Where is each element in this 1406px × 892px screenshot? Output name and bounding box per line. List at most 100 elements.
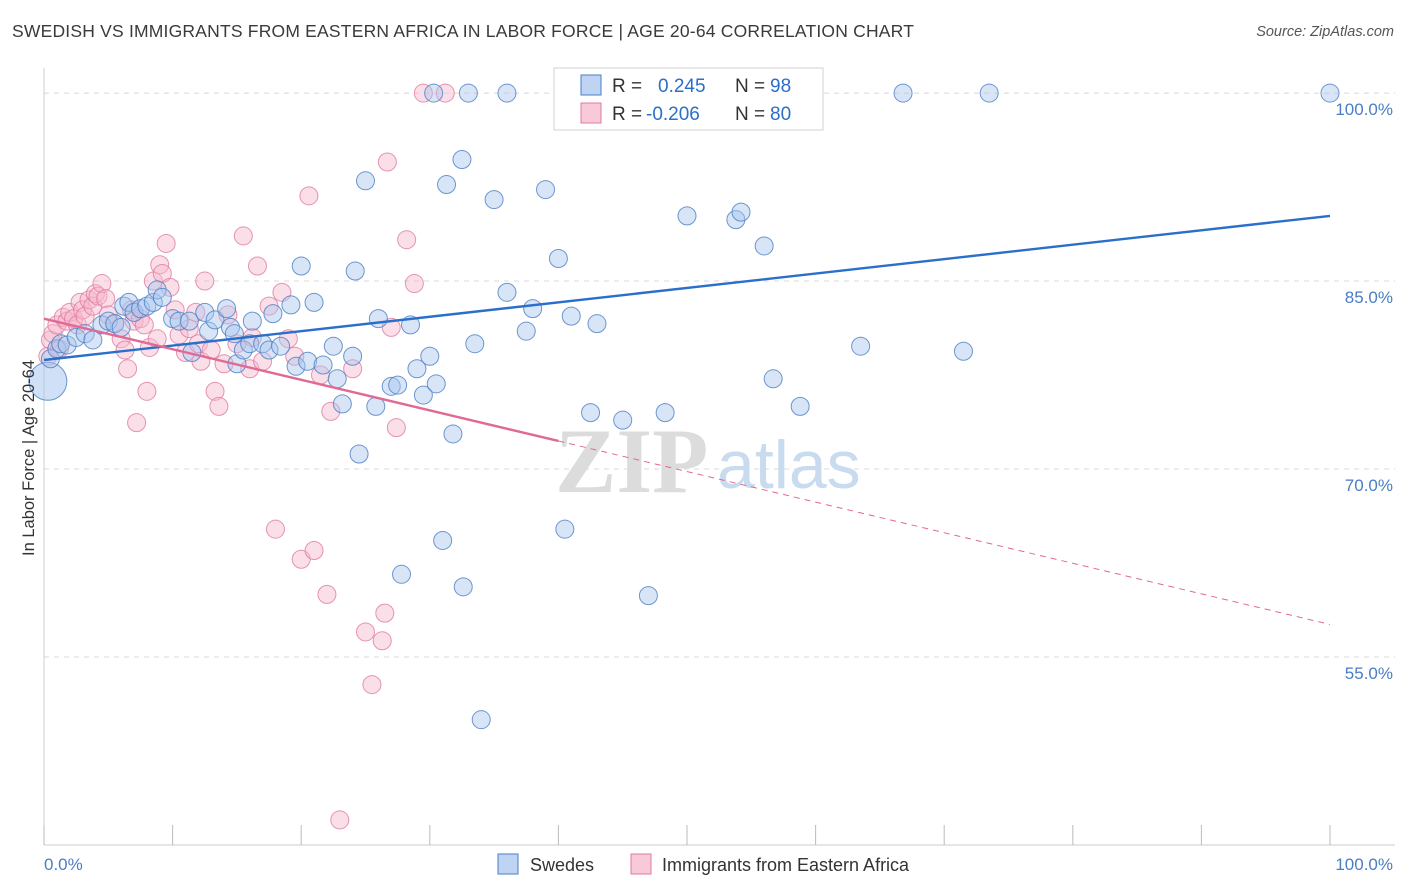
immigrants-point: [233, 226, 253, 246]
immigrants-point: [127, 413, 147, 433]
immigrants-point: [218, 305, 238, 325]
y-tick-label: 70.0%: [1345, 476, 1393, 495]
swedes-point: [259, 340, 279, 360]
swedes-point: [893, 83, 913, 103]
swedes-point: [169, 311, 189, 331]
immigrants-point: [377, 152, 397, 172]
immigrants-point: [205, 381, 225, 401]
series-legend-swatch-immigrants: [630, 853, 652, 875]
immigrants-point: [413, 83, 433, 103]
series-legend-swedes: Swedes: [530, 855, 594, 875]
swedes-point: [790, 396, 810, 416]
immigrants-point: [317, 584, 337, 604]
watermark-zip: ZIP: [555, 410, 708, 512]
swedes-point: [465, 334, 485, 354]
swedes-point: [1320, 83, 1340, 103]
swedes-point: [516, 321, 536, 341]
swedes-point: [119, 292, 139, 312]
source-credit: Source: ZipAtlas.com: [1256, 24, 1394, 40]
swedes-point: [420, 346, 440, 366]
legend-r-value-1: 0.245: [658, 76, 706, 97]
swedes-point: [413, 385, 433, 405]
immigrants-point: [330, 810, 350, 830]
swedes-point: [143, 292, 163, 312]
swedes-point: [523, 299, 543, 319]
swedes-point: [28, 361, 68, 401]
watermark: ZIP atlas: [555, 410, 861, 512]
legend-swatch-swedes: [580, 74, 602, 96]
swedes-point: [323, 336, 343, 356]
y-tick-label: 85.0%: [1345, 288, 1393, 307]
immigrants-point: [435, 83, 455, 103]
swedes-point: [137, 296, 157, 316]
legend-r-label-1: R =: [612, 76, 642, 97]
legend-n-label-2: N =: [735, 104, 765, 125]
swedes-point: [581, 403, 601, 423]
immigrants-point: [137, 381, 157, 401]
trendlines: [43, 214, 1331, 625]
swedes-point: [304, 292, 324, 312]
swedes-point: [452, 149, 472, 169]
immigrants-point: [362, 675, 382, 695]
swedes-point: [313, 355, 333, 375]
swedes-point: [381, 376, 401, 396]
swedes-point: [497, 83, 517, 103]
swedes-point: [471, 710, 491, 730]
immigrants-point: [92, 274, 112, 294]
series-immigrants-points: [38, 83, 455, 830]
swedes-point: [437, 175, 457, 195]
swedes-point: [349, 444, 369, 464]
swedes-point: [217, 299, 237, 319]
swedes-point: [677, 206, 697, 226]
swedes-point: [433, 530, 453, 550]
axes: [43, 68, 1395, 846]
swedes-point: [356, 171, 375, 191]
swedes-point: [291, 256, 311, 276]
immigrants-point: [386, 418, 406, 438]
series-swedes-points: [28, 83, 1340, 730]
swedes-point: [587, 314, 607, 334]
swedes-point: [368, 309, 388, 329]
swedes-point: [548, 248, 568, 268]
swedes-point: [205, 310, 225, 330]
immigrants-point: [195, 271, 215, 291]
swedes-point: [851, 336, 871, 356]
swedes-point: [152, 287, 172, 307]
swedes-point: [286, 356, 306, 376]
immigrants-trendline: [43, 317, 559, 443]
swedes-point: [179, 311, 199, 331]
swedes-point: [195, 302, 215, 322]
legend-r-value-2: -0.206: [646, 104, 700, 125]
swedes-point: [263, 304, 283, 324]
chart-title: SWEDISH VS IMMIGRANTS FROM EASTERN AFRIC…: [12, 21, 915, 41]
legend-swatch-immigrants: [580, 102, 602, 124]
swedes-point: [392, 564, 412, 584]
swedes-point: [443, 424, 463, 444]
immigrants-point: [118, 359, 138, 379]
swedes-point: [271, 336, 291, 356]
immigrants-point: [299, 186, 319, 206]
swedes-point: [638, 586, 658, 606]
immigrants-point: [372, 631, 392, 651]
swedes-point: [731, 202, 751, 222]
swedes-point: [242, 311, 262, 331]
swedes-point: [327, 369, 347, 389]
legend-r-label-2: R =: [612, 104, 642, 125]
swedes-point: [754, 236, 774, 256]
swedes-point: [426, 374, 446, 394]
tick-labels: 55.0% 70.0% 85.0% 100.0% 0.0% 100.0%: [44, 100, 1393, 874]
immigrants-point: [134, 315, 154, 335]
legend-n-value-2: 80: [770, 104, 791, 125]
swedes-point: [953, 341, 973, 361]
y-axis-title: In Labor Force | Age 20-64: [20, 360, 38, 556]
legend-n-label-1: N =: [735, 76, 765, 97]
series-legend-immigrants: Immigrants from Eastern Africa: [662, 855, 910, 875]
swedes-point: [199, 321, 219, 341]
swedes-point: [979, 83, 999, 103]
swedes-point: [613, 410, 633, 430]
swedes-point: [332, 394, 352, 414]
immigrants-point: [304, 540, 324, 560]
immigrants-point: [88, 286, 108, 306]
immigrants-point: [179, 319, 199, 339]
